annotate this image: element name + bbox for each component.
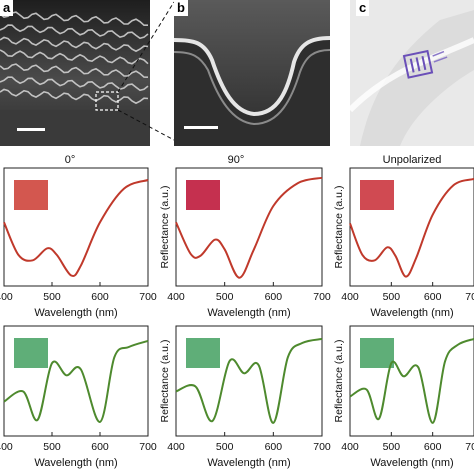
plot-frame-row1-90deg <box>175 167 323 287</box>
scale-bar <box>17 128 45 131</box>
x-tick-label-row1-90deg: 400 <box>167 291 185 303</box>
column-heading-0deg: 0° <box>64 154 76 166</box>
x-tick-label-row2-90deg: 400 <box>167 441 185 453</box>
zoom-region-marker <box>95 91 119 111</box>
x-tick-label-row2-90deg: 500 <box>216 441 234 453</box>
y-axis-label-row2-unpolarized: Reflectance (a.u.) <box>333 340 345 423</box>
sem-zoom-panel: b <box>174 0 330 146</box>
x-tick-label-row2-90deg: 600 <box>265 441 283 453</box>
spectrum-line-row1-90deg <box>175 176 323 279</box>
plot-frame-row1-0deg <box>3 167 149 287</box>
x-axis-label-row2-90deg: Wavelength (nm) <box>207 457 290 469</box>
x-tick-label-row1-90deg: 500 <box>216 291 234 303</box>
column-heading-90deg: 90° <box>227 154 245 166</box>
color-swatch-row2-unpolarized <box>360 338 394 368</box>
x-tick-label-row2-0deg: 600 <box>91 441 109 453</box>
sem-zoom-image <box>174 0 330 146</box>
x-tick-label-row1-unpolarized: 600 <box>424 291 442 303</box>
x-axis-label-row2-0deg: Wavelength (nm) <box>34 457 117 469</box>
color-swatch-row1-90deg <box>186 180 220 210</box>
color-swatch-row1-0deg <box>14 180 48 210</box>
x-tick-label-row1-90deg: 700 <box>313 291 331 303</box>
plot-frame-row2-90deg <box>175 325 323 437</box>
x-axis-label-row1-unpolarized: Wavelength (nm) <box>370 307 453 319</box>
x-tick-label-row2-unpolarized: 400 <box>341 441 359 453</box>
y-axis-label-row1-unpolarized: Reflectance (a.u.) <box>333 186 345 269</box>
x-tick-label-row2-0deg: 400 <box>0 441 13 453</box>
plot-frame-row2-unpolarized <box>349 325 474 437</box>
x-tick-label-row2-90deg: 700 <box>313 441 331 453</box>
x-axis-label-row1-90deg: Wavelength (nm) <box>207 307 290 319</box>
scale-bar <box>184 126 218 129</box>
x-tick-label-row1-unpolarized: 700 <box>465 291 474 303</box>
printed-logo <box>402 49 448 79</box>
spectrum-line-row1-0deg <box>3 179 149 277</box>
x-tick-label-row1-0deg: 600 <box>91 291 109 303</box>
x-tick-label-row1-0deg: 500 <box>43 291 61 303</box>
x-tick-label-row2-unpolarized: 500 <box>383 441 401 453</box>
color-swatch-row2-0deg <box>14 338 48 368</box>
device-photo-panel: c <box>350 0 474 146</box>
x-tick-label-row1-90deg: 600 <box>265 291 283 303</box>
color-swatch-row2-90deg <box>186 338 220 368</box>
y-axis-label-row1-90deg: Reflectance (a.u.) <box>159 186 171 269</box>
x-tick-label-row2-unpolarized: 700 <box>465 441 474 453</box>
panel-label-c: c <box>356 0 370 16</box>
spectrum-line-row2-90deg <box>175 337 323 424</box>
spectrum-line-row1-unpolarized <box>349 177 474 278</box>
x-tick-label-row2-unpolarized: 600 <box>424 441 442 453</box>
color-swatch-row1-unpolarized <box>360 180 394 210</box>
zoom-connector-lines <box>118 1 175 141</box>
column-heading-unpolarized: Unpolarized <box>382 154 442 166</box>
device-photo-image <box>350 0 474 146</box>
spectrum-line-row2-unpolarized <box>349 337 474 424</box>
x-tick-label-row1-unpolarized: 400 <box>341 291 359 303</box>
plot-frame-row2-0deg <box>3 325 149 437</box>
x-axis-label-row1-0deg: Wavelength (nm) <box>34 307 117 319</box>
x-tick-label-row2-0deg: 500 <box>43 441 61 453</box>
panel-label-b: b <box>174 0 188 16</box>
y-axis-label-row2-90deg: Reflectance (a.u.) <box>159 340 171 423</box>
x-tick-label-row1-0deg: 700 <box>139 291 157 303</box>
x-axis-label-row2-unpolarized: Wavelength (nm) <box>370 457 453 469</box>
x-tick-label-row1-0deg: 400 <box>0 291 13 303</box>
sem-overview-image <box>0 0 150 146</box>
x-tick-label-row2-0deg: 700 <box>139 441 157 453</box>
panel-label-a: a <box>0 0 14 16</box>
sem-overview-panel: a <box>0 0 150 146</box>
plot-frame-row1-unpolarized <box>349 167 474 287</box>
spectrum-line-row2-0deg <box>3 339 149 423</box>
x-tick-label-row1-unpolarized: 500 <box>383 291 401 303</box>
